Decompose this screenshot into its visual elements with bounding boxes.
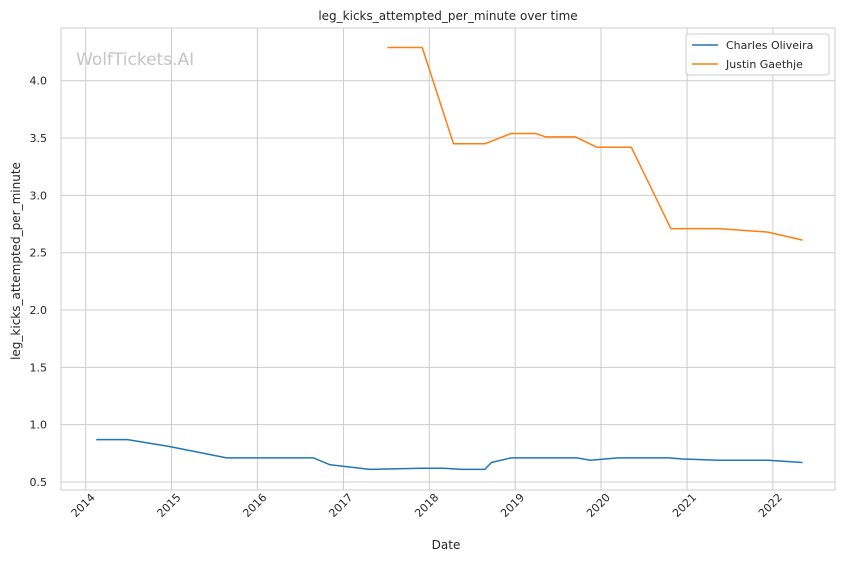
x-axis-label: Date (432, 538, 461, 552)
y-axis-ticks: 0.5 1.0 1.5 2.0 2.5 3.0 3.5 4.0 (30, 75, 48, 489)
grid (61, 28, 835, 490)
chart-title: leg_kicks_attempted_per_minute over time (318, 9, 577, 23)
y-tick-label: 3.5 (30, 132, 48, 145)
legend: Charles Oliveira Justin Gaethje (685, 33, 830, 76)
series-lines (96, 46, 803, 471)
legend-label-charles-oliveira: Charles Oliveira (726, 39, 813, 52)
series-line-justin-gaethje (387, 46, 803, 241)
plot-area-frame (60, 27, 836, 491)
y-tick-label: 0.5 (30, 476, 48, 489)
y-tick-label: 2.5 (30, 247, 48, 260)
legend-box (685, 33, 830, 76)
y-tick-label: 1.0 (30, 419, 48, 432)
legend-label-justin-gaethje: Justin Gaethje (725, 58, 803, 71)
y-tick-label: 3.0 (30, 189, 48, 202)
y-tick-label: 1.5 (30, 361, 48, 374)
watermark-text: WolfTickets.AI (76, 50, 194, 70)
y-tick-label: 2.0 (30, 304, 48, 317)
y-axis-label: leg_kicks_attempted_per_minute (9, 162, 23, 360)
y-tick-label: 4.0 (30, 75, 48, 88)
series-line-charles-oliveira (96, 438, 803, 471)
